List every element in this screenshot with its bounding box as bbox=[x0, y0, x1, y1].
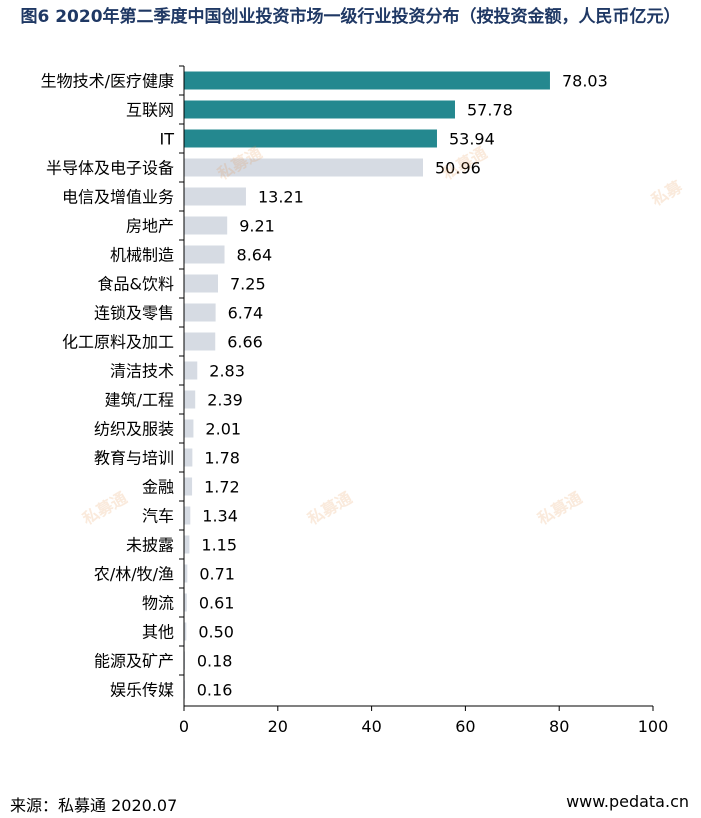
category-label: 建筑/工程 bbox=[105, 391, 174, 410]
category-label: 能源及矿产 bbox=[94, 652, 174, 671]
data-label: 0.71 bbox=[199, 565, 235, 584]
category-label: 未披露 bbox=[126, 536, 174, 555]
data-label: 0.61 bbox=[199, 594, 235, 613]
category-label: 化工原料及加工 bbox=[62, 333, 174, 352]
bar bbox=[184, 506, 191, 525]
bar bbox=[184, 361, 198, 380]
bar bbox=[184, 564, 188, 583]
data-label: 53.94 bbox=[449, 130, 495, 149]
category-label: 连锁及零售 bbox=[94, 304, 174, 323]
x-tick-label: 0 bbox=[179, 717, 189, 736]
category-label: 房地产 bbox=[126, 217, 174, 236]
category-label: 电信及增值业务 bbox=[62, 188, 174, 207]
category-label: IT bbox=[160, 130, 175, 149]
x-tick-label: 20 bbox=[268, 717, 288, 736]
category-label: 娱乐传媒 bbox=[110, 681, 174, 700]
category-label: 互联网 bbox=[126, 101, 174, 120]
x-tick-label: 60 bbox=[455, 717, 475, 736]
x-tick-label: 80 bbox=[549, 717, 569, 736]
data-label: 6.66 bbox=[227, 333, 263, 352]
data-label: 0.50 bbox=[198, 623, 234, 642]
category-label: 物流 bbox=[142, 594, 174, 613]
x-tick-label: 100 bbox=[638, 717, 669, 736]
source-note: 来源：私募通 2020.07 bbox=[10, 796, 178, 815]
bar bbox=[184, 419, 194, 438]
data-label: 0.16 bbox=[197, 681, 233, 700]
bar bbox=[184, 216, 228, 235]
chart-title: 图6 2020年第二季度中国创业投资市场一级行业投资分布（按投资金额，人民币亿元… bbox=[20, 7, 681, 27]
data-label: 50.96 bbox=[435, 159, 481, 178]
data-label: 1.15 bbox=[201, 536, 237, 555]
category-label: 清洁技术 bbox=[110, 362, 174, 381]
data-label: 2.39 bbox=[207, 391, 243, 410]
category-label: 金融 bbox=[142, 478, 174, 497]
website-link[interactable]: www.pedata.cn bbox=[566, 792, 689, 811]
category-label: 纺织及服装 bbox=[94, 420, 174, 439]
data-label: 2.01 bbox=[205, 420, 241, 439]
bar bbox=[184, 100, 455, 119]
data-label: 6.74 bbox=[228, 304, 264, 323]
data-label: 7.25 bbox=[230, 275, 266, 294]
data-label: 78.03 bbox=[562, 72, 608, 91]
category-label: 半导体及电子设备 bbox=[46, 159, 174, 178]
category-label: 其他 bbox=[142, 623, 174, 642]
x-tick-label: 40 bbox=[361, 717, 381, 736]
data-label: 1.72 bbox=[204, 478, 240, 497]
data-label: 13.21 bbox=[258, 188, 304, 207]
bar bbox=[184, 477, 193, 496]
data-label: 8.64 bbox=[237, 246, 273, 265]
data-label: 1.78 bbox=[204, 449, 240, 468]
bar bbox=[184, 274, 219, 293]
bar bbox=[184, 593, 187, 612]
data-label: 2.83 bbox=[209, 362, 245, 381]
bar bbox=[184, 390, 196, 409]
category-label: 食品&饮料 bbox=[98, 275, 174, 294]
data-label: 9.21 bbox=[239, 217, 275, 236]
data-label: 1.34 bbox=[202, 507, 238, 526]
bar bbox=[184, 158, 424, 177]
bar bbox=[184, 535, 190, 554]
category-label: 汽车 bbox=[142, 507, 174, 526]
bar bbox=[184, 303, 216, 322]
category-label: 农/林/牧/渔 bbox=[94, 565, 174, 584]
category-label: 机械制造 bbox=[110, 246, 174, 265]
data-label: 57.78 bbox=[467, 101, 513, 120]
bar bbox=[184, 622, 187, 641]
bar bbox=[184, 332, 216, 351]
bar bbox=[184, 129, 437, 148]
bar bbox=[184, 448, 193, 467]
data-label: 0.18 bbox=[197, 652, 233, 671]
category-label: 生物技术/医疗健康 bbox=[41, 72, 174, 91]
category-label: 教育与培训 bbox=[94, 449, 174, 468]
bar bbox=[184, 245, 225, 264]
bar bbox=[184, 187, 246, 206]
bar bbox=[184, 71, 550, 90]
